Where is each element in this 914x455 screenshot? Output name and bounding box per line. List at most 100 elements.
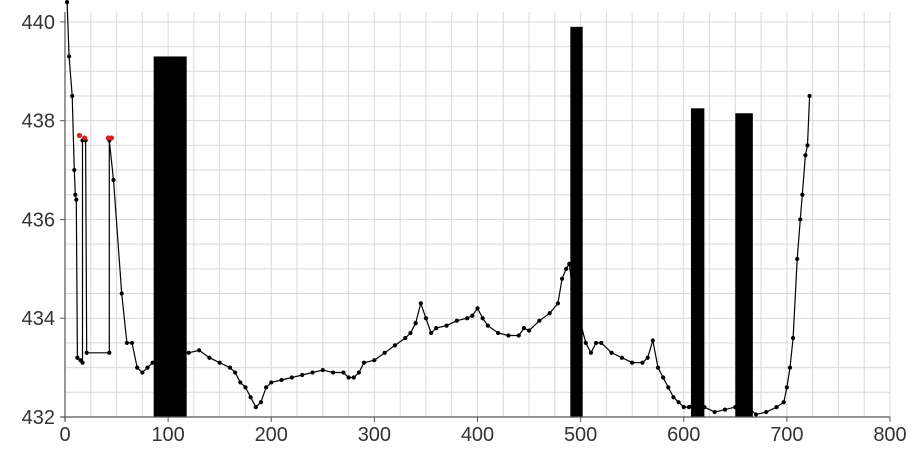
highlighted-point bbox=[76, 132, 83, 139]
data-point bbox=[248, 395, 253, 400]
data-point bbox=[567, 261, 572, 266]
series-points bbox=[64, 0, 812, 417]
data-point bbox=[619, 355, 624, 360]
data-point bbox=[599, 340, 604, 346]
data-point bbox=[140, 370, 145, 375]
data-point bbox=[655, 365, 661, 370]
x-tick-label: 400 bbox=[461, 424, 494, 446]
data-point bbox=[465, 316, 470, 321]
data-point bbox=[781, 400, 786, 405]
data-point bbox=[743, 402, 748, 407]
data-point bbox=[263, 385, 269, 390]
data-point bbox=[712, 409, 717, 415]
data-point bbox=[798, 217, 803, 222]
data-point bbox=[124, 340, 129, 346]
axes bbox=[60, 12, 891, 422]
bar-1 bbox=[570, 26, 583, 417]
bar-3 bbox=[735, 113, 753, 417]
data-point bbox=[428, 330, 434, 336]
data-point bbox=[470, 313, 475, 318]
x-tick-label: 300 bbox=[358, 424, 391, 446]
data-point bbox=[351, 375, 356, 380]
data-point bbox=[135, 365, 140, 370]
data-point bbox=[269, 380, 274, 385]
data-point bbox=[75, 355, 80, 360]
data-point bbox=[196, 348, 202, 353]
data-point bbox=[382, 350, 387, 355]
data-point bbox=[764, 409, 769, 415]
data-point bbox=[279, 377, 284, 383]
data-point bbox=[207, 355, 212, 360]
data-point bbox=[243, 385, 248, 390]
data-point bbox=[722, 407, 728, 412]
data-point bbox=[526, 328, 532, 333]
data-point bbox=[686, 405, 692, 410]
data-point bbox=[70, 93, 75, 99]
data-point bbox=[361, 360, 367, 365]
data-point bbox=[356, 370, 362, 375]
highlighted-points bbox=[76, 132, 115, 141]
data-point bbox=[564, 266, 569, 271]
data-point bbox=[790, 335, 796, 341]
data-point bbox=[570, 286, 575, 291]
data-point bbox=[506, 333, 511, 338]
data-point bbox=[640, 360, 645, 365]
highlighted-point bbox=[81, 135, 88, 141]
data-point bbox=[418, 301, 423, 306]
data-point bbox=[805, 143, 810, 148]
data-point bbox=[238, 380, 243, 385]
data-point bbox=[583, 340, 588, 346]
data-point bbox=[784, 385, 789, 390]
data-point bbox=[691, 400, 697, 405]
data-point bbox=[111, 177, 116, 183]
data-point bbox=[573, 306, 578, 311]
data-point bbox=[555, 301, 561, 306]
y-tick-label: 432 bbox=[22, 407, 55, 429]
data-point bbox=[444, 323, 449, 328]
bar-0 bbox=[153, 56, 187, 417]
y-tick-label: 436 bbox=[22, 209, 55, 231]
x-tick-label: 800 bbox=[873, 424, 906, 446]
data-point bbox=[217, 360, 222, 365]
data-point bbox=[186, 350, 191, 355]
data-point bbox=[253, 405, 258, 410]
data-point bbox=[166, 353, 171, 358]
data-point bbox=[331, 370, 336, 375]
data-point bbox=[753, 412, 759, 417]
data-point bbox=[588, 350, 594, 355]
tick-labels: 0 100 200 300 400 500 600 700 800 432 434 436 438 440 bbox=[22, 12, 907, 446]
data-point bbox=[64, 0, 70, 5]
data-point bbox=[661, 375, 666, 380]
data-point bbox=[320, 367, 325, 373]
data-point bbox=[67, 54, 72, 59]
data-point bbox=[702, 405, 707, 410]
data-point bbox=[145, 365, 150, 370]
data-point bbox=[72, 167, 77, 173]
data-point bbox=[80, 360, 85, 365]
x-tick-label: 0 bbox=[59, 424, 70, 446]
data-point bbox=[73, 192, 78, 197]
data-point bbox=[803, 153, 808, 158]
bar-2 bbox=[690, 108, 705, 417]
data-point bbox=[74, 197, 79, 202]
data-point bbox=[630, 360, 635, 365]
data-point bbox=[676, 400, 681, 405]
x-tick-label: 600 bbox=[667, 424, 700, 446]
data-point bbox=[807, 93, 812, 99]
data-point bbox=[774, 405, 779, 410]
data-point bbox=[480, 316, 485, 321]
data-point bbox=[485, 323, 490, 328]
data-point bbox=[800, 192, 805, 197]
data-point bbox=[289, 375, 294, 380]
highlighted-point bbox=[108, 135, 115, 141]
data-point bbox=[423, 316, 429, 321]
data-point bbox=[787, 365, 793, 370]
data-point bbox=[176, 350, 181, 355]
data-point bbox=[559, 276, 565, 281]
data-point bbox=[795, 256, 800, 262]
data-point bbox=[227, 365, 233, 370]
data-point bbox=[341, 370, 346, 375]
data-point bbox=[300, 372, 305, 378]
data-point bbox=[107, 350, 112, 355]
